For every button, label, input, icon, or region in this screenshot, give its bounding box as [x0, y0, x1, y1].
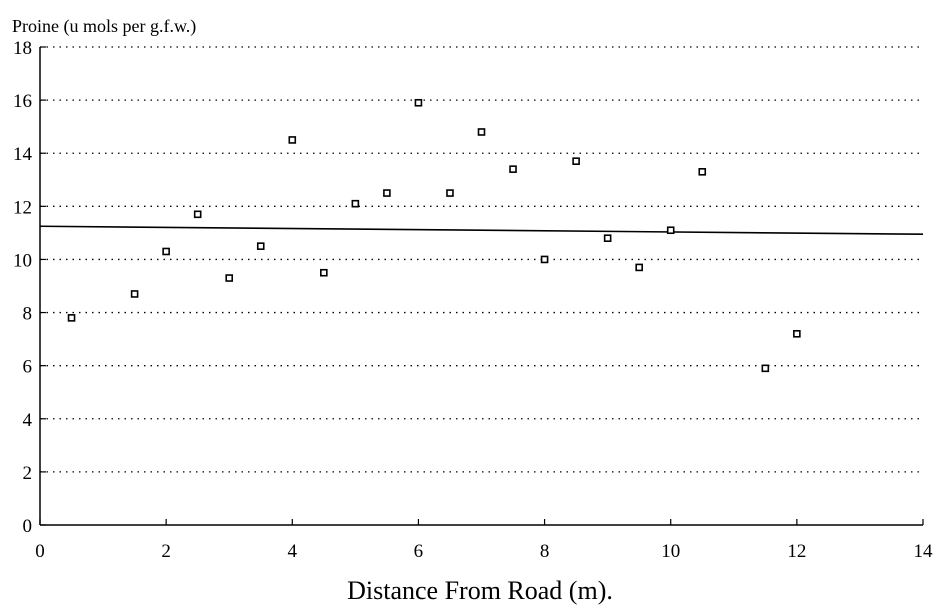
y-tick-label: 10	[13, 250, 32, 271]
data-point	[414, 98, 423, 107]
data-point	[446, 189, 454, 197]
data-point	[225, 274, 234, 282]
data-point	[130, 290, 139, 298]
data-point	[320, 268, 328, 277]
data-point	[509, 165, 517, 173]
x-tick-label: 8	[540, 541, 550, 562]
data-point	[603, 234, 612, 242]
data-point	[635, 263, 643, 272]
y-axis-ticks: 0 2 4 6 8 10 12 14 16 18	[13, 38, 46, 537]
data-point	[540, 255, 549, 264]
y-tick-label: 14	[13, 144, 33, 165]
data-point	[288, 136, 297, 144]
gridlines	[40, 46, 923, 473]
x-tick-label: 10	[661, 541, 680, 562]
x-tick-label: 4	[288, 541, 298, 562]
data-point	[67, 314, 76, 322]
data-point	[162, 247, 170, 256]
y-tick-label: 6	[23, 357, 33, 378]
trend-line	[39, 225, 924, 236]
x-axis-ticks: 0 2 4 6 8 10 12 14	[35, 519, 933, 562]
data-point	[256, 242, 265, 250]
data-point	[761, 364, 770, 373]
y-tick-label: 8	[23, 304, 33, 325]
x-tick-label: 12	[787, 541, 806, 562]
y-tick-label: 0	[23, 516, 33, 537]
data-point	[793, 329, 801, 338]
y-tick-label: 18	[13, 38, 32, 59]
y-axis-title: Proine (u mols per g.f.w.)	[12, 16, 196, 37]
trend-line-group	[39, 225, 924, 236]
data-point	[351, 199, 360, 208]
data-point	[383, 189, 391, 197]
x-tick-label: 2	[161, 541, 171, 562]
y-tick-label: 4	[23, 410, 33, 431]
y-tick-label: 16	[13, 91, 32, 112]
x-tick-label: 6	[414, 541, 424, 562]
data-point	[193, 210, 202, 219]
data-point	[698, 168, 707, 176]
data-point	[572, 157, 580, 165]
data-point	[477, 128, 486, 136]
x-axis-title: Distance From Road (m).	[347, 576, 613, 605]
data-point	[666, 226, 675, 235]
x-tick-label: 14	[914, 541, 934, 562]
y-tick-label: 12	[13, 197, 32, 218]
x-tick-label: 0	[35, 541, 45, 562]
axes	[39, 47, 923, 526]
y-tick-label: 2	[23, 463, 33, 484]
data-points	[67, 98, 801, 373]
